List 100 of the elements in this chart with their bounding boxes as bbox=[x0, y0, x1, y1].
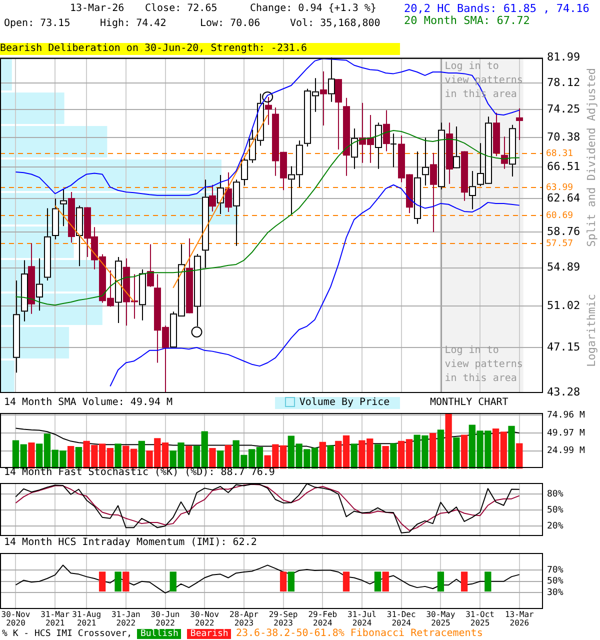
text: Bullish bbox=[137, 629, 182, 639]
bar bbox=[374, 444, 382, 469]
y-tick-label: 74.25 bbox=[547, 102, 580, 116]
bar bbox=[186, 446, 192, 469]
y-tick-label: 51.02 bbox=[547, 299, 580, 312]
x-tick-label: 30-Nov 2020 bbox=[1, 610, 30, 628]
text: Vol: 35,168,800 bbox=[290, 18, 380, 30]
text: Close: 72.65 bbox=[145, 3, 218, 15]
y-tick-label: 80% bbox=[547, 489, 564, 500]
text: Open: 73.15 bbox=[4, 18, 70, 30]
bar bbox=[75, 447, 82, 469]
x-tick-label: 31-Oct 2025 bbox=[466, 610, 495, 628]
bar bbox=[28, 442, 35, 469]
text: 13-Mar-26 bbox=[70, 3, 124, 15]
bar bbox=[382, 446, 389, 469]
bar bbox=[67, 446, 74, 469]
bar bbox=[445, 413, 452, 469]
candlestick bbox=[375, 122, 382, 170]
candlestick bbox=[383, 110, 390, 152]
y-tick-label: 54.89 bbox=[547, 260, 580, 274]
legend-title: % K - HCS IMI Crossover, bbox=[2, 629, 134, 639]
x-tick-label: 28-Apr 2023 bbox=[230, 610, 259, 628]
bar bbox=[460, 434, 468, 469]
x-tick-label: 30-Nov 2022 bbox=[190, 610, 220, 628]
ref-line-label: 63.99 bbox=[546, 182, 574, 193]
y-tick-label: 78.12 bbox=[547, 76, 580, 89]
x-tick-label: 31-Jan 2022 bbox=[111, 610, 141, 628]
candlestick bbox=[320, 70, 327, 126]
bar bbox=[516, 443, 523, 469]
bar bbox=[508, 426, 515, 469]
bar bbox=[224, 444, 232, 469]
bar bbox=[0, 126, 108, 158]
text: Change: 0.94 {+1.3 %} bbox=[250, 3, 376, 15]
y-tick-label: 43.28 bbox=[547, 385, 580, 398]
bar bbox=[0, 360, 14, 392]
candlestick bbox=[390, 133, 397, 168]
y-tick-label: 24.99 M bbox=[547, 446, 586, 456]
x-tick-label: 13-Mar 2026 bbox=[504, 610, 534, 628]
x-tick-label: 29-Feb 2024 bbox=[308, 610, 338, 628]
x-tick-label: 30-Jun 2022 bbox=[150, 610, 180, 628]
x-tick-label: 31-Dec 2024 bbox=[386, 610, 416, 628]
bar bbox=[138, 440, 145, 469]
candlestick bbox=[147, 244, 154, 288]
text: High: 74.42 bbox=[100, 18, 166, 30]
y-tick-label: 62.64 bbox=[547, 192, 580, 205]
bar bbox=[0, 92, 64, 124]
text: Low: 70.06 bbox=[200, 18, 260, 30]
bar bbox=[437, 430, 444, 469]
candlestick bbox=[453, 126, 460, 169]
y-tick-label: 49.97 M bbox=[547, 428, 586, 438]
x-tick-label: 31-Jul 2024 bbox=[348, 610, 377, 628]
candlestick bbox=[516, 108, 523, 140]
y-tick-label: 20% bbox=[547, 521, 564, 532]
ref-line-label: 60.69 bbox=[546, 210, 574, 221]
candlestick bbox=[335, 78, 342, 150]
band-label: Log in to view patterns in this area bbox=[444, 344, 524, 386]
y-tick-label: 30% bbox=[547, 588, 564, 598]
bar bbox=[0, 159, 222, 191]
text: MONTHLY CHART bbox=[430, 397, 508, 409]
candlestick bbox=[265, 96, 272, 126]
chart-title: 14 Month SMA Volume: 49.94 M bbox=[4, 397, 173, 409]
candlestick bbox=[351, 128, 358, 170]
bar bbox=[327, 445, 334, 469]
ref-line-label: 68.31 bbox=[546, 148, 574, 159]
legend-label: Volume By Price bbox=[299, 397, 390, 408]
bar bbox=[429, 433, 436, 469]
bar bbox=[453, 437, 460, 469]
x-tick-label: 31-Aug 2021 bbox=[72, 610, 102, 628]
y-tick-label: 70.38 bbox=[547, 130, 580, 144]
y-tick-label: 66.51 bbox=[547, 160, 580, 174]
text: 20 Month SMA: 67.72 bbox=[404, 14, 531, 27]
y-tick-label: 47.15 bbox=[547, 340, 580, 354]
text: 23.6-38.2-50-61.8% Fibonacci Retracements bbox=[236, 628, 483, 640]
text: 20,2 HC Bands: 61.85 , 74.16 bbox=[404, 2, 590, 15]
y-tick-label: 58.76 bbox=[547, 225, 580, 238]
text: Bearish bbox=[187, 629, 232, 639]
chart-title: 14 Month HCS Intraday Momentum (IMI): 62.2 bbox=[4, 537, 257, 549]
y-tick-label: 81.99 bbox=[547, 50, 580, 64]
ref-line-label: 57.57 bbox=[546, 238, 574, 249]
candlestick bbox=[225, 172, 232, 213]
candlestick bbox=[422, 137, 429, 186]
y-tick-label: 50% bbox=[547, 505, 564, 516]
candlestick bbox=[209, 184, 216, 212]
bar bbox=[114, 444, 122, 469]
chart-title: 14 Month Fast Stochastic (%K) (%D): 88.7 76.9 bbox=[4, 467, 275, 479]
candlestick bbox=[430, 152, 437, 233]
bar bbox=[319, 442, 326, 469]
y-tick-label: 74.96 M bbox=[547, 410, 586, 421]
x-tick-label: 29-Sep 2023 bbox=[268, 610, 298, 628]
x-tick-label: 31-Mar 2021 bbox=[40, 610, 70, 628]
candlestick bbox=[469, 170, 476, 210]
bar bbox=[390, 443, 397, 469]
bar bbox=[217, 450, 224, 469]
y-axis-title: Split and Dividend Adjusted bbox=[585, 68, 598, 246]
bar bbox=[350, 444, 358, 469]
text: Logarithmic bbox=[585, 294, 598, 366]
y-tick-label: 70% bbox=[547, 566, 564, 576]
chart-title: Bearish Deliberation on 30-Jun-20, Strength: -231.6 bbox=[0, 43, 400, 55]
bar bbox=[209, 448, 216, 469]
x-tick-label: 30-May 2025 bbox=[426, 610, 456, 628]
